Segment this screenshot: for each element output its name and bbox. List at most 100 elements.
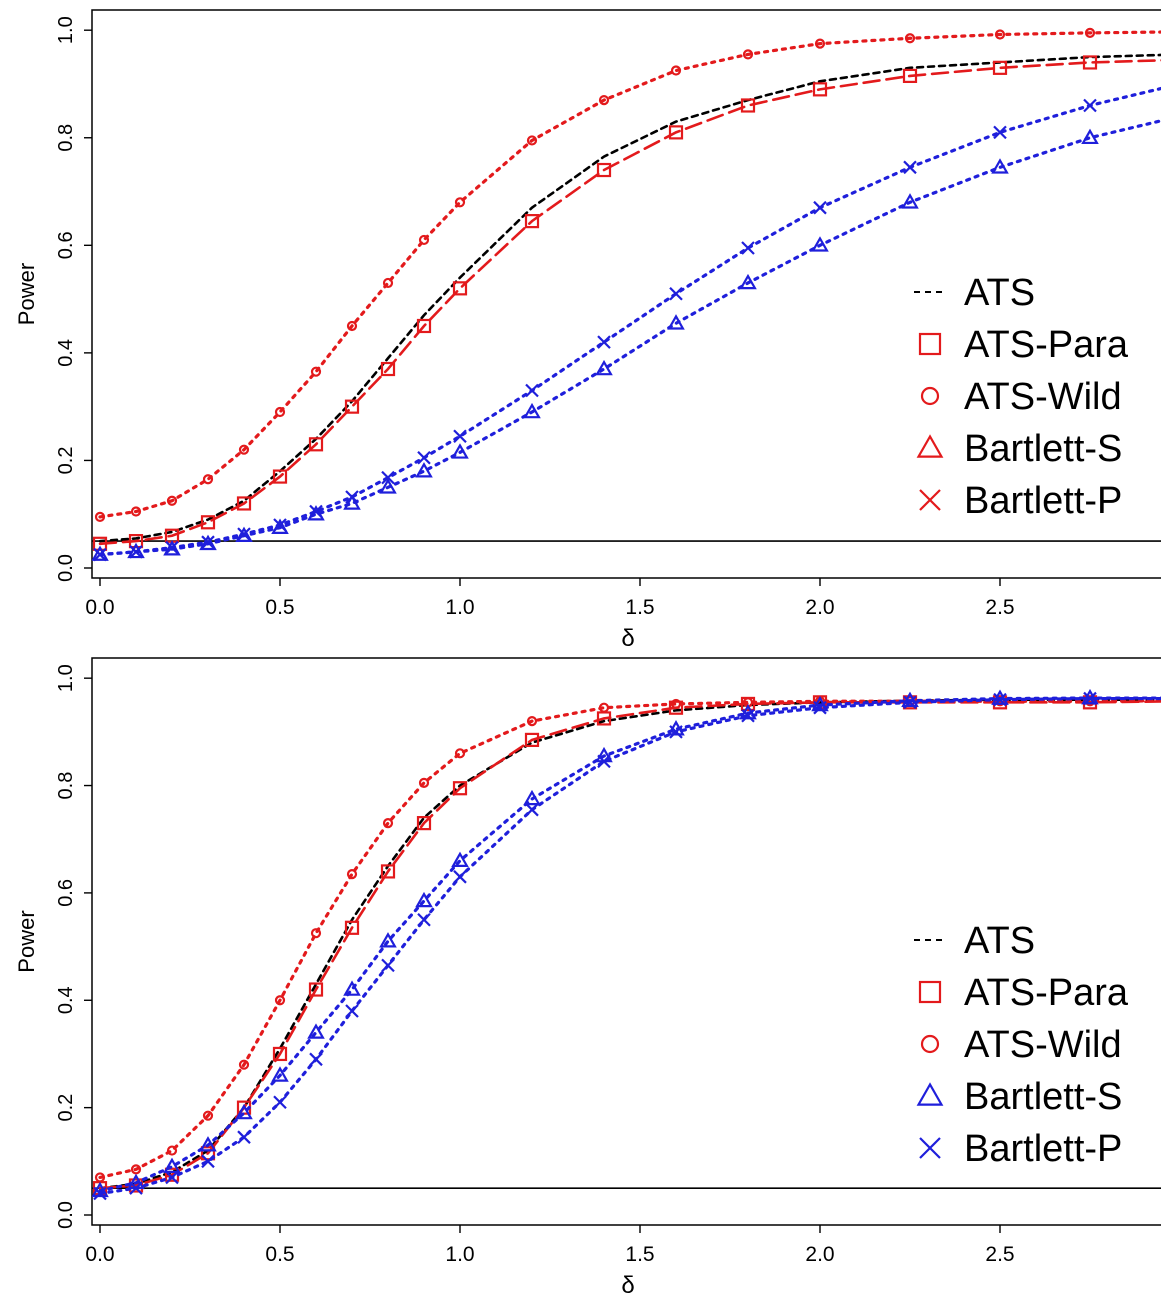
legend-label: Bartlett-P xyxy=(964,1128,1122,1170)
data-point xyxy=(903,160,917,175)
legend-item: ATS-Wild xyxy=(920,376,1122,418)
data-point xyxy=(454,748,466,759)
data-point xyxy=(903,695,917,710)
x-tick-label: 2.5 xyxy=(985,1243,1014,1266)
data-point xyxy=(200,515,216,530)
data-point xyxy=(1081,128,1099,145)
legend-label: Bartlett-S xyxy=(964,1076,1122,1118)
data-point xyxy=(992,60,1008,75)
data-point xyxy=(166,495,178,506)
legend-label: ATS-Para xyxy=(964,324,1129,366)
x-axis: 0.0 0.5 1.0 1.5 2.0 2.5 δ xyxy=(85,1225,1015,1299)
data-point xyxy=(199,1136,217,1152)
data-point xyxy=(237,527,251,541)
y-tick-label: 0.6 xyxy=(55,879,77,907)
x-axis-label: δ xyxy=(621,625,634,652)
legend-item: ATS xyxy=(914,920,1035,962)
data-point xyxy=(271,1066,289,1082)
data-point xyxy=(346,869,358,880)
y-axis: 0.0 0.2 0.4 0.6 0.8 1.0 Power xyxy=(14,16,92,582)
data-point xyxy=(237,1130,251,1144)
y-tick-label: 0.4 xyxy=(55,986,77,1014)
x-tick-label: 1.5 xyxy=(625,1243,654,1266)
plot-frame xyxy=(91,657,1161,1226)
y-axis: 0.0 0.2 0.4 0.6 0.8 1.0 Power xyxy=(14,664,92,1229)
data-point xyxy=(94,511,106,523)
series-line xyxy=(98,119,1161,557)
series-line xyxy=(98,696,1161,1196)
data-point xyxy=(739,273,757,290)
data-point xyxy=(130,1164,142,1175)
x-axis: 0.0 0.5 1.0 1.5 2.0 2.5 δ xyxy=(85,578,1015,652)
data-point xyxy=(451,851,469,867)
y-tick-label: 0.0 xyxy=(55,1201,77,1229)
x-tick-label: 1.0 xyxy=(445,596,474,619)
legend-label: Bartlett-P xyxy=(964,480,1122,522)
data-point xyxy=(165,540,179,555)
data-point xyxy=(418,234,430,246)
chart-panel-2: 0.0 0.2 0.4 0.6 0.8 1.0 Power 0.0 0.5 1.0 1.5 2.0 2.… xyxy=(14,657,1161,1299)
x-tick-label: 2.0 xyxy=(805,596,834,619)
x-tick-label: 0.5 xyxy=(265,1243,294,1266)
legend-item: ATS-Para xyxy=(918,972,1129,1014)
data-point xyxy=(1084,27,1096,38)
legend-label: Bartlett-S xyxy=(964,428,1122,470)
y-tick-label: 1.0 xyxy=(55,16,77,44)
data-point xyxy=(202,474,214,485)
data-point xyxy=(380,864,396,879)
data-point xyxy=(274,995,286,1006)
data-point xyxy=(381,958,395,973)
data-point xyxy=(130,506,142,517)
data-point xyxy=(272,1046,288,1062)
data-point xyxy=(451,443,469,459)
data-point xyxy=(307,1023,325,1039)
data-point xyxy=(273,518,287,532)
series-line xyxy=(98,696,1161,1193)
data-point xyxy=(163,1157,181,1173)
data-point xyxy=(526,135,538,146)
legend-marker xyxy=(920,386,940,406)
data-point xyxy=(812,82,828,97)
series-group xyxy=(92,688,1161,1201)
data-point xyxy=(669,286,683,301)
data-point xyxy=(597,754,611,769)
data-point xyxy=(381,470,395,485)
x-tick-label: 0.0 xyxy=(85,1243,114,1266)
data-point xyxy=(523,402,541,419)
data-point xyxy=(345,1004,359,1018)
data-point xyxy=(991,158,1009,174)
data-point xyxy=(525,383,539,398)
legend-marker xyxy=(916,1082,944,1106)
data-point xyxy=(595,359,613,376)
data-point xyxy=(741,708,755,723)
data-point xyxy=(93,547,107,562)
data-point xyxy=(200,1146,216,1161)
data-point xyxy=(667,314,685,330)
data-point xyxy=(668,125,684,140)
legend-item: ATS-Para xyxy=(918,324,1129,366)
data-point xyxy=(1082,55,1098,70)
data-point xyxy=(238,1059,250,1070)
data-point xyxy=(811,236,829,252)
data-point xyxy=(524,214,540,229)
legend-label: ATS-Para xyxy=(964,972,1129,1014)
data-point xyxy=(454,197,466,208)
data-point xyxy=(1083,98,1097,113)
data-point xyxy=(273,1095,287,1110)
data-point xyxy=(813,700,827,715)
data-point xyxy=(523,789,541,806)
data-point xyxy=(236,496,252,511)
x-tick-label: 1.0 xyxy=(445,1243,474,1266)
data-point xyxy=(129,1181,143,1195)
data-point xyxy=(524,732,540,748)
series-line xyxy=(98,699,1161,1180)
data-point xyxy=(598,702,610,713)
chart-panel-1: 0.0 0.2 0.4 0.6 0.8 1.0 Power 0.0 0.5 1.0 1.5 2.0 2.… xyxy=(14,9,1161,652)
data-point xyxy=(596,162,612,178)
legend-label: ATS xyxy=(964,920,1035,962)
legend-marker xyxy=(919,489,941,511)
data-point xyxy=(1083,691,1097,706)
legend: ATS ATS-Para ATS-Wild Bartlett-S Bartlett-P xyxy=(914,920,1129,1170)
series-bartlett-p xyxy=(93,86,1161,562)
y-tick-label: 0.8 xyxy=(55,772,77,800)
